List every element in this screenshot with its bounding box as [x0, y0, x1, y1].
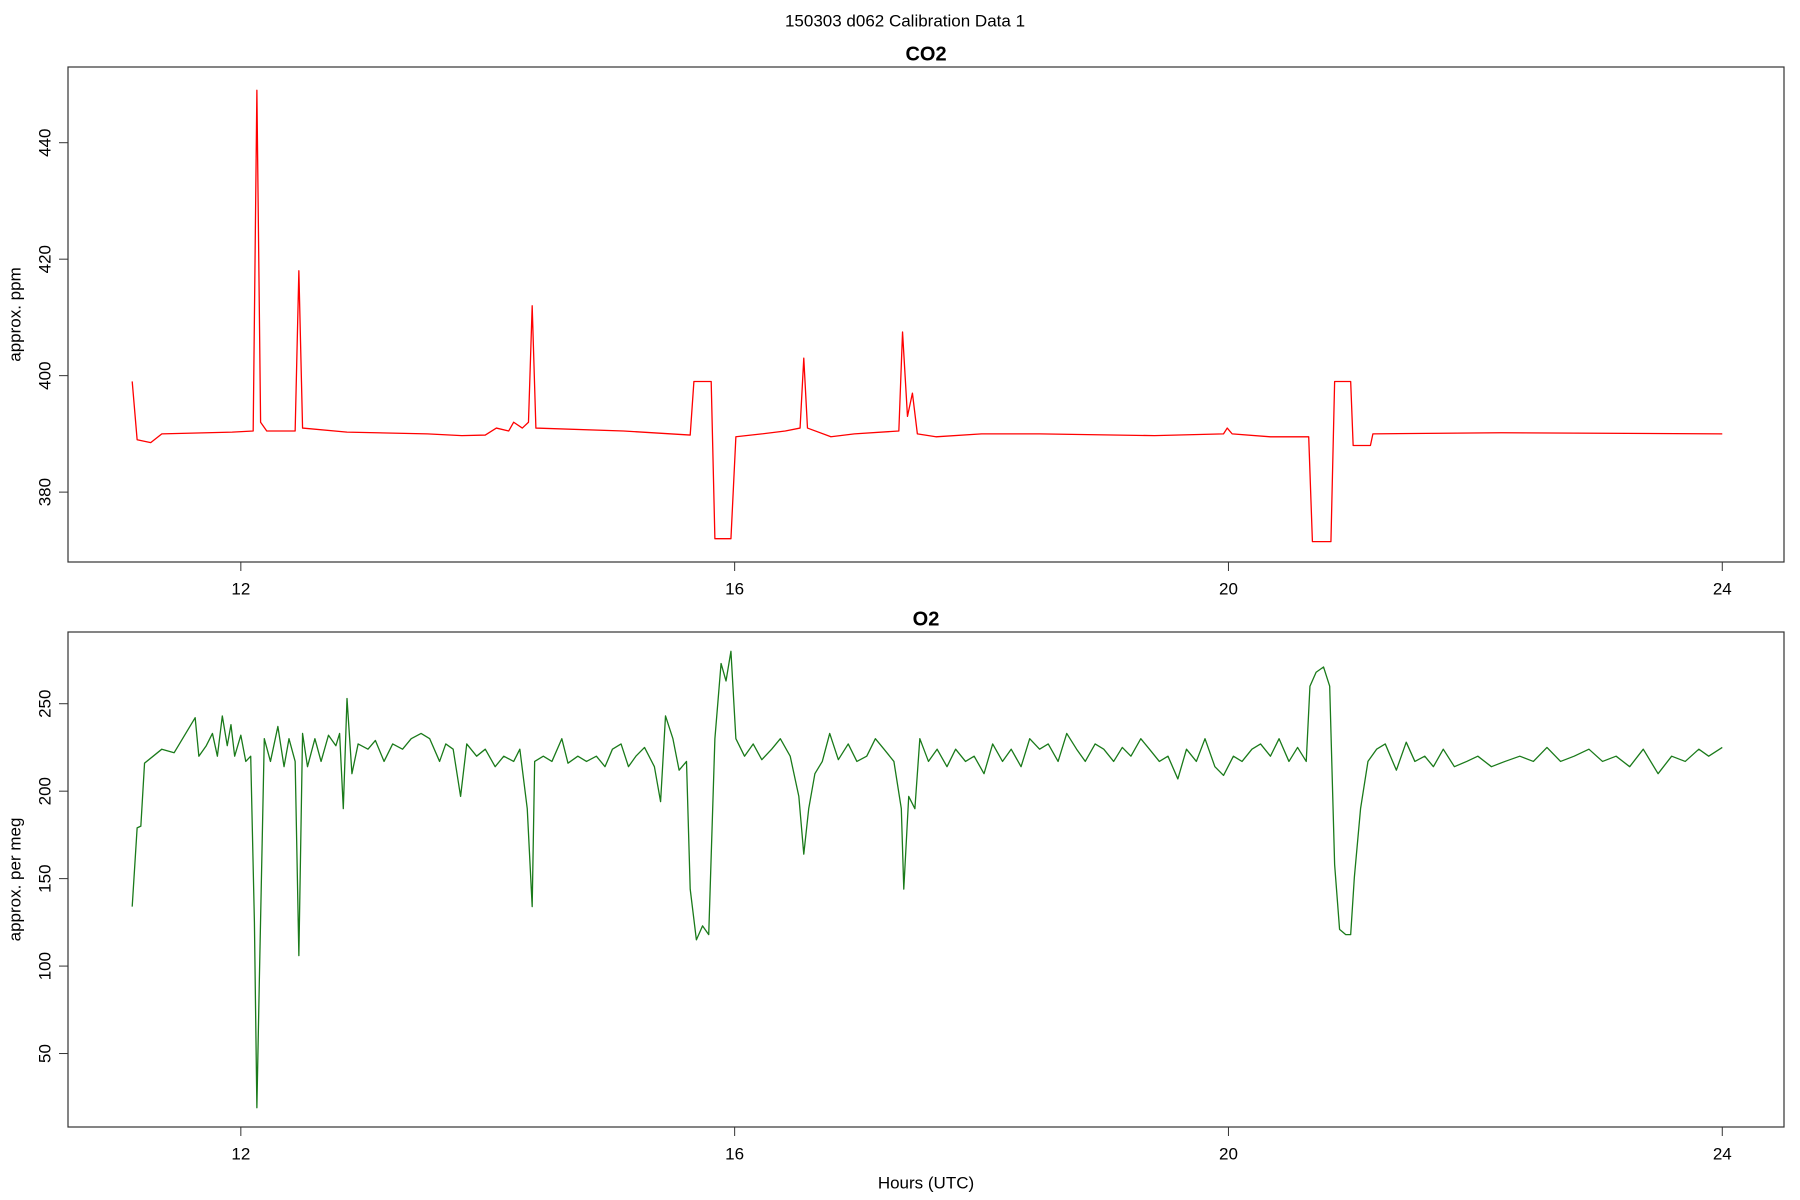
chart-title: O2	[913, 608, 940, 630]
x-tick-label: 20	[1219, 579, 1238, 598]
y-tick-label: 380	[35, 478, 54, 506]
x-tick-label: 24	[1713, 1144, 1732, 1163]
y-axis-label: approx. per meg	[5, 818, 24, 942]
plot-frame	[67, 66, 1785, 563]
y-tick-label: 200	[35, 777, 54, 805]
x-tick-label: 20	[1219, 1144, 1238, 1163]
x-axis-label: Hours (UTC)	[878, 1173, 974, 1192]
y-tick-label: 150	[35, 864, 54, 892]
y-tick-label: 50	[35, 1044, 54, 1063]
data-line	[131, 89, 1723, 543]
y-tick-label: 440	[35, 129, 54, 157]
y-tick-label: 420	[35, 245, 54, 273]
page-title: 150303 d062 Calibration Data 1	[785, 11, 1025, 30]
y-axis-label: approx. ppm	[5, 267, 24, 362]
x-tick-label: 16	[725, 1144, 744, 1163]
y-tick-label: 250	[35, 690, 54, 718]
y-tick-label: 400	[35, 361, 54, 389]
chart-title: CO2	[905, 43, 946, 65]
x-tick-label: 16	[725, 579, 744, 598]
plot-frame	[67, 631, 1785, 1128]
x-tick-label: 24	[1713, 579, 1732, 598]
data-line	[131, 650, 1723, 1109]
y-tick-label: 100	[35, 952, 54, 980]
x-tick-label: 12	[231, 579, 250, 598]
x-tick-label: 12	[231, 1144, 250, 1163]
